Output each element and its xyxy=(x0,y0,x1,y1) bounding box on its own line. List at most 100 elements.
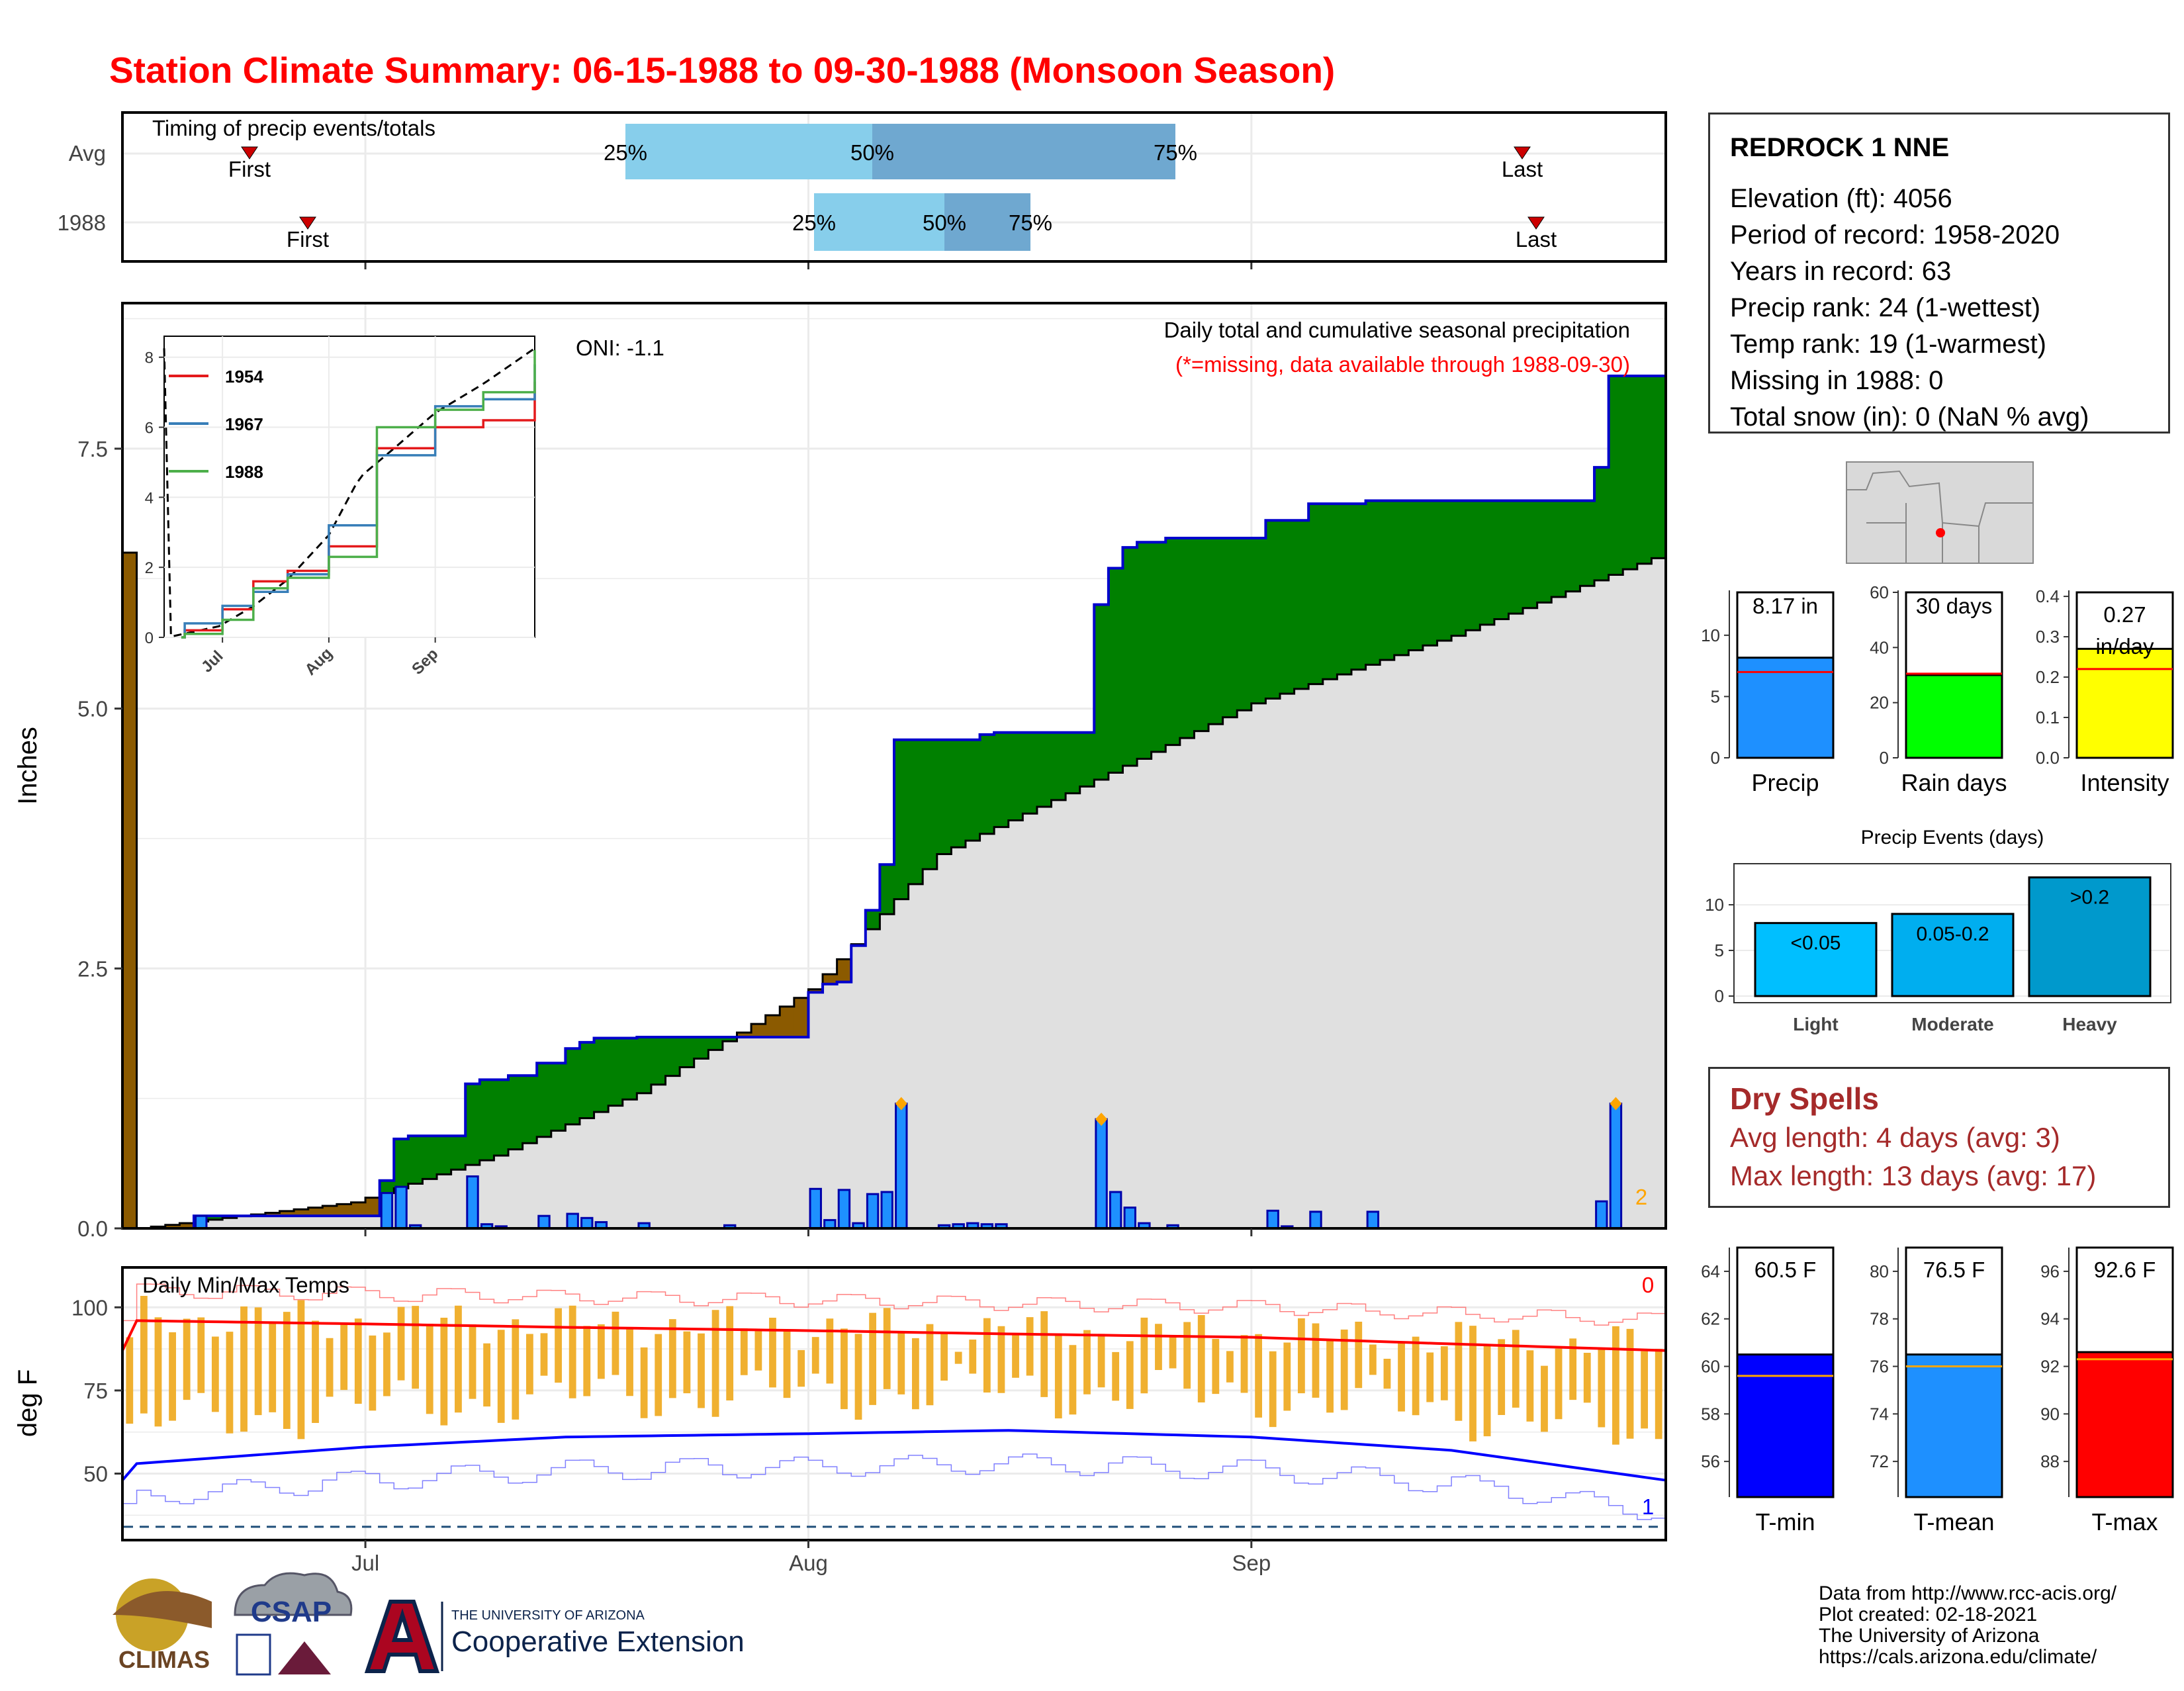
climas-text: CLIMAS xyxy=(118,1646,210,1673)
avg-first-marker xyxy=(241,146,258,160)
summary-bar-label: Rain days xyxy=(1901,769,2007,796)
precip-y-tick-label: 2.5 xyxy=(77,956,108,981)
event-bar-inner-label: <0.05 xyxy=(1791,933,1841,954)
temp-summary-fill xyxy=(1905,1353,2003,1498)
temp-summary-t-max: 88 90 92 94 96 92.6 F T-max xyxy=(2040,1246,2174,1535)
event-bar-inner-label: 0.05-0.2 xyxy=(1916,923,1989,945)
summary-bar-value-unit: in/day xyxy=(2095,634,2154,659)
departure-segment xyxy=(1608,375,1623,575)
departure-segment xyxy=(1623,375,1638,570)
daily-precip-bar xyxy=(566,1212,579,1230)
temp-summary-y-tick-label: 96 xyxy=(2040,1261,2060,1281)
summary-bar-value: 8.17 in xyxy=(1752,594,1818,618)
station-location-dot xyxy=(1936,528,1945,537)
departure-segment xyxy=(294,1209,309,1216)
summary-bar-value: 0.27 xyxy=(2103,602,2146,627)
temp-summary-y-tick-label: 56 xyxy=(1701,1451,1720,1471)
map-borders xyxy=(1846,470,2033,563)
event-bar-category: Moderate xyxy=(1911,1014,1993,1034)
departure-segment xyxy=(1365,500,1381,665)
daily-precip-bar xyxy=(809,1187,822,1230)
summary-bar-fill xyxy=(1905,674,2003,759)
temp-summary-y-tick-label: 58 xyxy=(1701,1404,1720,1424)
departure-segment xyxy=(565,1048,580,1124)
temp-y-tick-label: 50 xyxy=(83,1462,108,1486)
precip-y-axis: 0.0 2.5 5.0 7.5 xyxy=(77,437,1253,1241)
departure-segment xyxy=(1637,375,1653,564)
inset-legend-label: 1954 xyxy=(225,367,263,387)
summary-y-tick-label: 0.1 xyxy=(2036,708,2060,727)
summary-bar-precip: 0 5 10 8.17 in Precip xyxy=(1701,590,1835,796)
ua-line1: THE UNIVERSITY OF ARIZONA xyxy=(451,1608,645,1623)
departure-segment xyxy=(437,1136,452,1175)
temp-y-axis: 50 75 100 xyxy=(71,1295,122,1486)
oni-label: ONI: -1.1 xyxy=(576,336,664,360)
departure-segment xyxy=(1594,467,1610,580)
summary-y-tick-label: 0.0 xyxy=(2036,748,2060,768)
temp-summary-y-tick-label: 88 xyxy=(2040,1451,2060,1471)
temp-summary-bars: 56 58 60 62 64 60.5 F T-min 72 74 76 78 80 76.5 F T-m… xyxy=(1701,1246,2174,1535)
departure-segment xyxy=(1237,537,1252,711)
departure-segment xyxy=(1651,375,1666,559)
departure-segment xyxy=(408,1136,424,1184)
year-first-marker xyxy=(299,216,316,230)
departure-segment xyxy=(508,1075,523,1150)
credit-university: The University of Arizona xyxy=(1819,1625,2040,1647)
summary-y-tick-label: 5 xyxy=(1711,686,1720,706)
departure-segment xyxy=(479,1079,495,1161)
summary-bars-group: 0 5 10 8.17 in Precip 0 20 40 60 30 days Rain days… xyxy=(1701,582,2174,796)
departure-segment xyxy=(1023,732,1038,814)
inset-series-line xyxy=(181,350,536,639)
precip-events-chart: Precip Events (days) 0 5 10 <0.05 Light 0.05-… xyxy=(1705,827,2171,1034)
extreme-event-marker xyxy=(895,1097,907,1111)
daily-precip-bar xyxy=(1109,1191,1122,1230)
events-y-tick-label: 10 xyxy=(1705,895,1724,915)
departure-segment xyxy=(1480,500,1495,625)
event-bar-category: Heavy xyxy=(2062,1014,2117,1034)
summary-y-tick-label: 20 xyxy=(1870,693,1889,713)
events-bars: 0 5 10 <0.05 Light 0.05-0.2 Moderate >0.2 Heavy xyxy=(1705,876,2169,1034)
departure-segment xyxy=(451,1136,466,1170)
dry-spells-title: Dry Spells xyxy=(1730,1081,1879,1116)
daily-precip-bar xyxy=(1266,1209,1279,1230)
temp-frame xyxy=(121,1266,1667,1541)
departure-segment xyxy=(594,1038,609,1113)
departure-segment xyxy=(1194,537,1209,731)
inset-y-tick-label: 8 xyxy=(145,349,154,367)
temp-summary-t-min: 56 58 60 62 64 60.5 F T-min xyxy=(1701,1246,1835,1535)
departure-segment xyxy=(737,1032,752,1037)
avg-q50-label: 50% xyxy=(850,140,894,165)
temp-top-count: 0 xyxy=(1642,1273,1654,1297)
departure-segment xyxy=(1351,504,1367,670)
departure-segment xyxy=(1222,537,1238,717)
station-period: Period of record: 1958-2020 xyxy=(1730,220,2060,250)
departure-segment xyxy=(579,1042,595,1119)
daily-precip-bar xyxy=(1366,1211,1380,1230)
departure-segment xyxy=(808,989,823,993)
departure-segment xyxy=(1394,500,1409,655)
credit-date: Plot created: 02-18-2021 xyxy=(1819,1604,2038,1625)
record-min-line xyxy=(122,1453,1666,1520)
avg-cumulative-area xyxy=(122,552,1666,1228)
year-first-label: First xyxy=(287,227,329,251)
x-axis-month-labels: Jul Aug Sep xyxy=(351,1540,1271,1575)
daily-precip-bar xyxy=(1309,1211,1322,1230)
daily-precip-bar xyxy=(380,1192,394,1230)
departure-segment xyxy=(1465,500,1480,631)
departure-segment xyxy=(1308,504,1324,684)
daily-precip-bar xyxy=(1095,1118,1108,1230)
temp-summary-y-tick-label: 72 xyxy=(1870,1451,1889,1471)
summary-bar-label: Precip xyxy=(1751,769,1819,796)
summary-y-tick-label: 0 xyxy=(1711,748,1720,768)
summary-y-tick-label: 0.3 xyxy=(2036,627,2060,647)
departure-segment xyxy=(1008,732,1023,821)
daily-precip-bar xyxy=(394,1185,408,1230)
station-years: Years in record: 63 xyxy=(1730,257,1952,286)
summary-y-tick-label: 40 xyxy=(1870,637,1889,657)
departure-segment xyxy=(751,1024,766,1037)
departure-segment xyxy=(1066,732,1081,794)
departure-segment xyxy=(951,739,966,848)
year-last-marker xyxy=(1527,216,1545,230)
departure-segment xyxy=(680,1036,695,1068)
daily-precip-bar xyxy=(466,1175,479,1230)
